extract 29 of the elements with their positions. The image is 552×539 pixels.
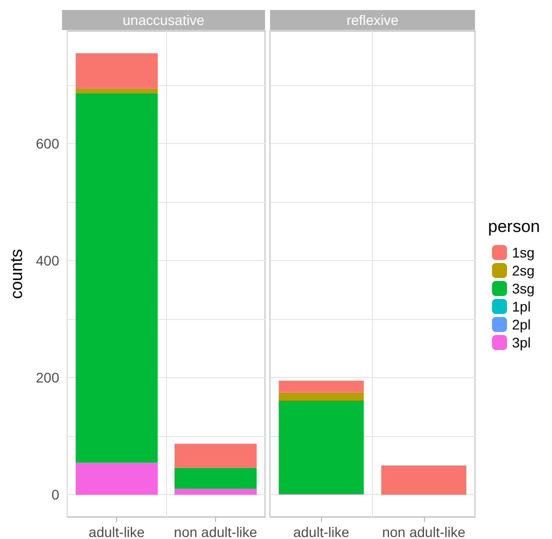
bar: [76, 462, 158, 495]
legend-label: 3sg: [512, 280, 535, 296]
bar: [174, 444, 257, 468]
bar: [174, 468, 257, 489]
chart-title: reflexive: [346, 12, 399, 28]
bar: [76, 93, 158, 463]
x-tick-label: adult-like: [88, 524, 145, 539]
legend-title: person: [488, 217, 540, 236]
y-tick-label: 200: [36, 370, 60, 386]
y-tick-label: 600: [36, 135, 60, 152]
legend-label: 1sg: [512, 244, 535, 260]
y-axis-title: counts: [7, 248, 26, 300]
bar: [76, 53, 158, 88]
bar: [278, 392, 364, 400]
bar: [174, 488, 257, 495]
bar: [278, 380, 364, 392]
x-tick-label: adult-like: [293, 524, 350, 539]
x-tick-label: non adult-like: [382, 524, 466, 539]
legend-label: 1pl: [512, 298, 531, 314]
bar: [76, 88, 158, 94]
chart-title: unaccusative: [122, 12, 205, 28]
x-tick-label: non adult-like: [174, 524, 258, 539]
y-tick-label: 400: [36, 252, 60, 269]
legend-label: 3pl: [512, 334, 531, 350]
legend-label: 2pl: [512, 316, 531, 332]
bar: [278, 400, 364, 494]
legend-label: 2sg: [512, 262, 535, 278]
y-tick-label: 0: [51, 486, 60, 503]
bar: [381, 465, 466, 495]
